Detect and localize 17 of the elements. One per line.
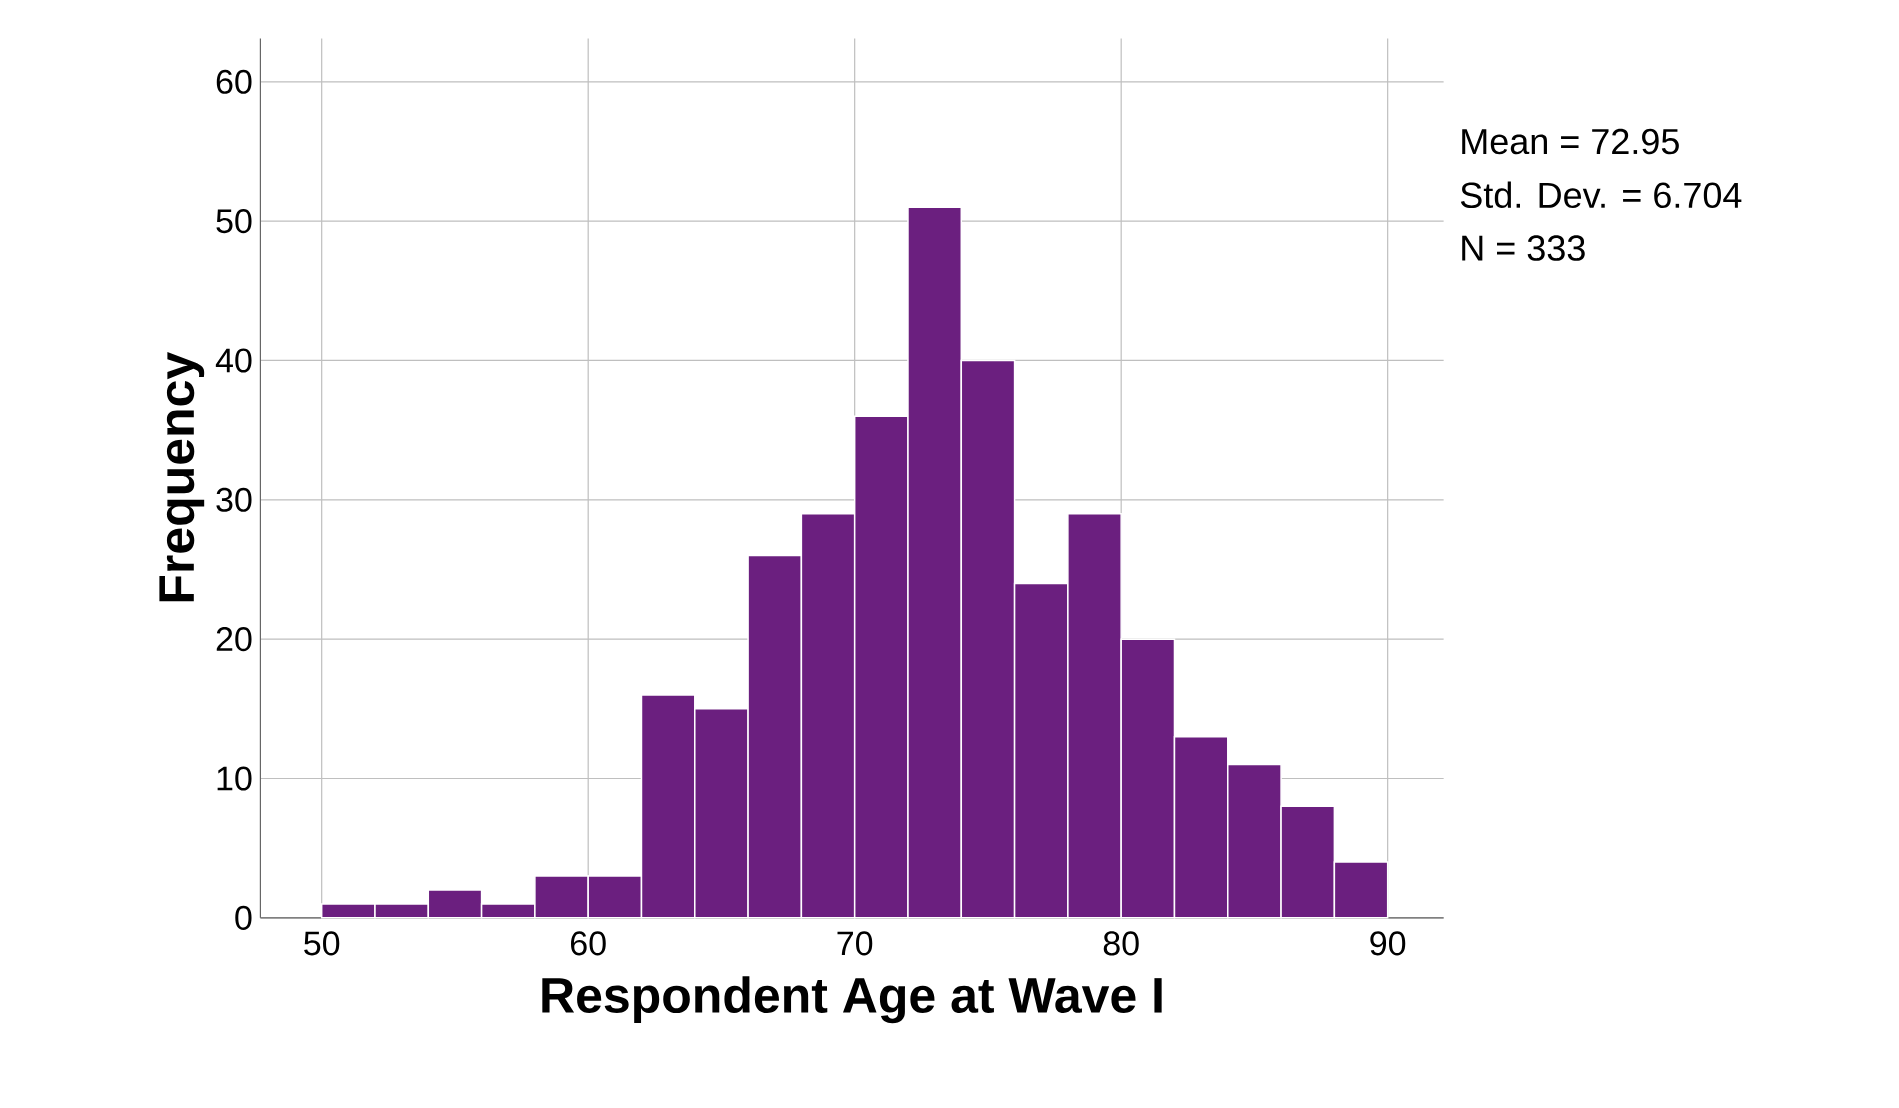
y-axis-title: Frequency [159,352,205,602]
x-axis-title: Respondent Age at Wave I [542,976,1162,1024]
y-tick-label: 60 [216,69,252,94]
y-tick-label: 40 [215,348,252,373]
text: N = 333 [1462,235,1585,261]
text: Std. Dev. = 6.704 [1460,181,1742,209]
x-tick-label: 50 [304,931,340,956]
y-tick-label: 30 [216,487,252,512]
text: Mean = 72.95 [1462,128,1679,155]
x-tick-label: 90 [1370,931,1406,956]
x-tick-label: 80 [1103,931,1139,956]
x-tick-label: 60 [571,931,606,956]
y-tick-label: 20 [216,627,252,652]
x-tick-label: 70 [837,931,873,956]
y-tick-label: 50 [216,209,252,234]
y-tick-label: 0 [235,905,252,930]
y-tick-label: 10 [217,766,252,791]
